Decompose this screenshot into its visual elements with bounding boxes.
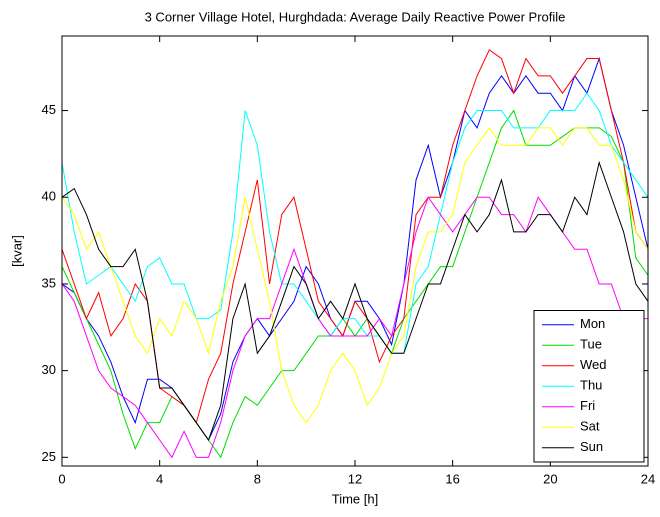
legend-label: Tue (580, 337, 602, 352)
legend-label: Mon (580, 316, 605, 331)
series-line (62, 160, 648, 442)
x-tick-label: 12 (348, 471, 362, 486)
x-tick-label: 8 (254, 471, 261, 486)
x-tick-label: 20 (543, 471, 557, 486)
y-tick-label: 25 (42, 449, 56, 464)
x-axis-label: Time [h] (332, 491, 378, 506)
chart-title: 3 Corner Village Hotel, Hurghdada: Avera… (145, 9, 566, 24)
legend-label: Sat (580, 419, 600, 434)
legend-label: Wed (580, 357, 607, 372)
x-tick-label: 0 (58, 471, 65, 486)
y-axis-label: [kvar] (9, 235, 24, 267)
series-line (62, 127, 648, 424)
x-tick-label: 16 (445, 471, 459, 486)
x-tick-label: 24 (641, 471, 655, 486)
x-tick-label: 4 (156, 471, 163, 486)
y-tick-label: 35 (42, 275, 56, 290)
legend-box (533, 310, 645, 463)
legend-label: Fri (580, 398, 595, 413)
legend-label: Sun (580, 439, 603, 454)
y-tick-label: 30 (42, 362, 56, 377)
legend-label: Thu (580, 378, 602, 393)
y-tick-label: 40 (42, 189, 56, 204)
y-tick-label: 45 (42, 102, 56, 117)
series-line (62, 92, 648, 354)
